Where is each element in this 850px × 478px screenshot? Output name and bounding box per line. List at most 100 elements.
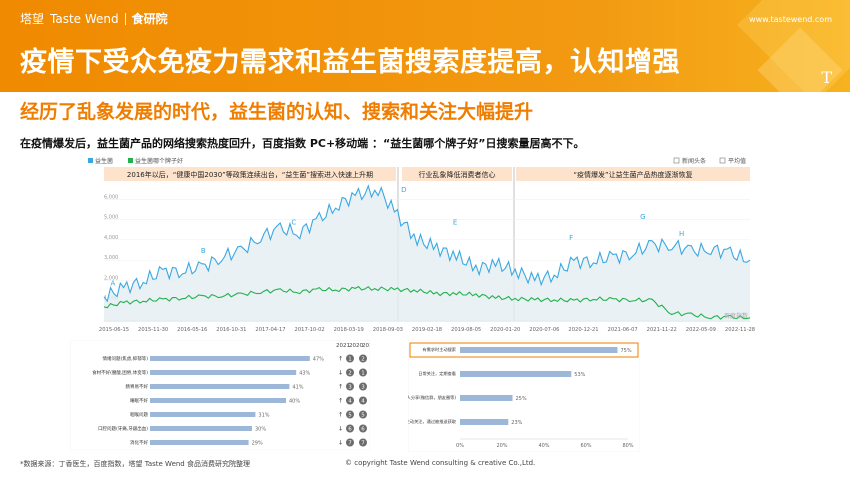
x-tick-label: 60% [580,443,591,449]
brand-separator [124,12,126,25]
trend-icon: ↑ [338,412,343,419]
footer-copyright: © copyright Taste Wend consulting & crea… [345,459,536,467]
bar-category-label: 通过朋友，家人分享(微信群，朋友圈等) [408,394,456,401]
bar-value-label: 25% [516,396,527,402]
x-tick-label: 2018-09-03 [373,327,403,333]
x-tick-label: 80% [622,443,633,449]
x-tick-label: 2021-11-22 [647,327,677,333]
rank-number: 4 [361,399,365,405]
rank-number: 1 [361,371,365,377]
rank-number: 5 [348,413,352,419]
series-line-2 [103,285,751,320]
x-tick-label: 2019-02-18 [412,327,442,333]
site-url: www.tastewend.com [749,15,832,24]
bar-value-label: 30% [255,427,266,433]
line-chart: 益生菌 益生菌哪个牌子好 新闻头条 平均值 2016年以后，“健康中国2030”等政策连… [86,155,762,335]
bar [150,384,290,389]
brand-en: Taste Wend [50,11,119,26]
bar-value-label: 40% [289,399,300,405]
phase-label: 2016年以后，“健康中国2030”等政策连续出台，“益生菌”搜索进入快速上升期 [127,170,373,179]
x-tick-label: 2020-12-21 [568,327,598,333]
annotation-marker: G [640,213,645,221]
phase-label: “疫情爆发”让益生菌产品热度逐渐恢复 [573,170,692,179]
bar [150,370,297,375]
bar-category-label: 肠胃易不好 [126,383,149,390]
legend-right-2: 平均值 [728,157,746,165]
bar [460,395,513,401]
legend-check-1 [673,157,680,164]
annotation-marker: E [453,218,457,226]
annotation-marker: F [569,234,573,242]
bar-value-label: 47% [313,357,324,363]
phase-band [516,167,750,181]
t-mark: T [821,68,832,87]
highlight-box [409,342,639,358]
y-tick-label: 2,000 [104,275,118,281]
trend-icon: ↑ [338,398,343,405]
watermark: 百度指数 [724,312,748,320]
rank-year-header: 2021 [336,343,350,349]
bar-value-label: 41% [292,385,303,391]
rank-number: 4 [348,399,352,405]
rank-circle [359,354,367,363]
bar-category-label: 不主动关注，通过被推送获取 [408,418,457,425]
rank-circle [346,410,354,419]
legend-right-1: 新闻头条 [682,157,706,165]
rank-number: 6 [361,427,365,433]
rank-number: 6 [348,427,352,433]
rank-year-header: 2020 [349,343,363,349]
trend-icon: ↓ [338,440,343,447]
bar-category-label: 口腔问题(牙痛,牙龈出血) [98,425,148,432]
rank-circle [359,368,367,377]
rank-circle [346,354,354,363]
rank-circle [359,424,367,433]
x-tick-label: 2015-11-30 [138,327,168,333]
bar-category-label: 有需求时主动搜索 [422,346,456,353]
series-area-1 [104,185,750,321]
bar-value-label: 53% [574,372,585,378]
page-title: 疫情下受众免疫力需求和益生菌搜索度提高，认知增强 [20,47,680,78]
bar-category-label: 睡眠不好 [130,397,148,404]
rank-circle [359,382,367,391]
x-tick-label: 2016-10-31 [216,327,246,333]
bar-value-label: 43% [299,371,310,377]
description: 在疫情爆发后，益生菌产品的网络搜索热度回升，百度指数 PC+移动端 ：“益生菌哪… [20,137,585,150]
rank-circle [359,410,367,419]
bar-value-label: 75% [621,348,632,354]
rank-number: 5 [361,413,365,419]
x-tick-label: 2022-05-09 [686,327,716,333]
legend-swatch-2 [128,158,133,163]
bar-category-label: 日常关注，定期查看 [418,370,456,377]
rank-number: 2 [348,371,352,377]
y-tick-label: 3,000 [104,255,118,261]
bar-chart-search-behavior: 有需求时主动搜索 75% 日常关注，定期查看 53% 通过朋友，家人分享(微信群，朋友圈… [408,340,640,452]
x-tick-label: 40% [538,443,549,449]
bar-category-label: 咽喉问题 [130,411,148,418]
rank-circle [346,368,354,377]
x-tick-label: 2020-01-20 [490,327,520,333]
annotation-marker: D [401,186,406,194]
rank-number: 1 [348,357,352,363]
rank-number: 3 [361,385,365,391]
phase-band [104,167,396,181]
header-banner: 塔望 Taste Wend 食研院 www.tastewend.com 疫情下受… [0,0,850,92]
trend-icon: ↓ [338,370,343,377]
phase-band [402,167,512,181]
bar-category-label: 消化不好 [130,439,148,446]
x-tick-label: 2017-04-17 [255,327,285,333]
legend-label-2: 益生菌哪个牌子好 [135,157,183,165]
brand-logo: 塔望 Taste Wend 食研院 [20,10,168,27]
rank-circle [346,424,354,433]
bar [150,426,252,431]
bar-category-label: 食材不好(腰酸,困倦,体变等) [92,369,148,376]
legend-swatch-1 [88,158,93,163]
bar [460,419,509,425]
y-tick-label: 5,000 [104,215,118,221]
rank-circle [359,396,367,405]
phase-label: 行业乱象降低消费者信心 [419,170,496,179]
x-tick-label: 2020-07-06 [529,327,559,333]
bar [150,440,249,445]
y-tick-label: 6,000 [104,194,118,200]
bar [460,347,618,353]
trend-icon: ↑ [338,356,343,363]
